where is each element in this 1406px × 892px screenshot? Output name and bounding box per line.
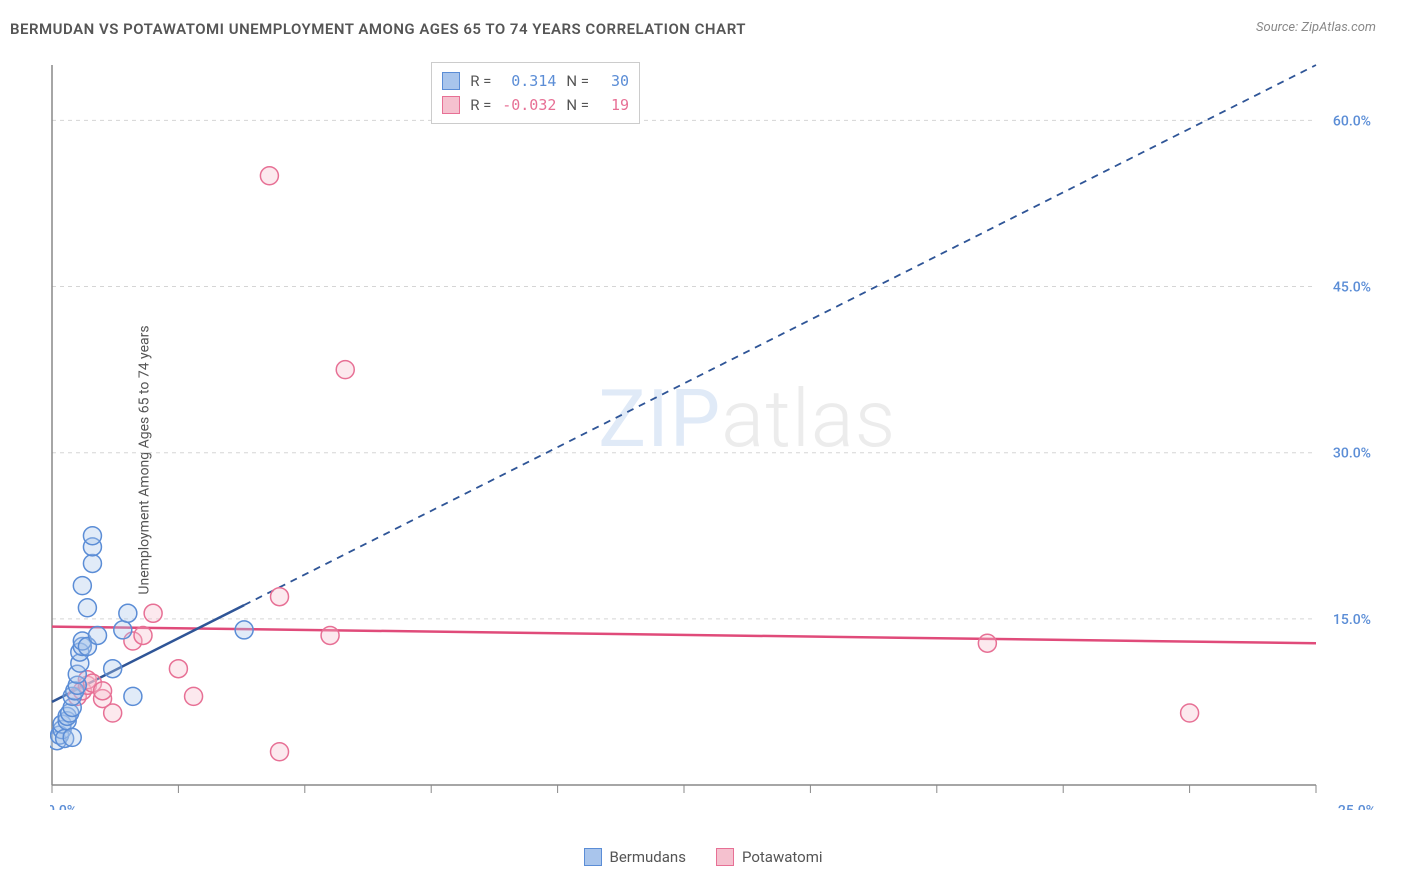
r-value: -0.032 <box>501 93 556 117</box>
n-value: 30 <box>599 69 629 93</box>
swatch-icon <box>442 96 460 114</box>
r-label: R = <box>470 69 491 93</box>
n-value: 19 <box>599 93 629 117</box>
svg-text:60.0%: 60.0% <box>1333 113 1371 129</box>
legend-item-bermudans: Bermudans <box>584 848 686 866</box>
svg-text:30.0%: 30.0% <box>1333 446 1371 462</box>
stats-row-potawatomi: R = -0.032 N = 19 <box>442 93 629 117</box>
swatch-icon <box>584 848 602 866</box>
chart-container: Unemployment Among Ages 65 to 74 years 1… <box>0 50 1406 870</box>
svg-text:15.0%: 15.0% <box>1333 612 1371 628</box>
svg-text:0.0%: 0.0% <box>50 803 77 810</box>
correlation-stats-box: R = 0.314 N = 30 R = -0.032 N = 19 <box>431 62 640 124</box>
svg-text:25.0%: 25.0% <box>1338 803 1376 810</box>
r-value: 0.314 <box>501 69 556 93</box>
chart-title: BERMUDAN VS POTAWATOMI UNEMPLOYMENT AMON… <box>10 20 746 38</box>
source-label: Source: ZipAtlas.com <box>1256 20 1376 35</box>
svg-text:ZIPatlas: ZIPatlas <box>598 372 896 466</box>
stats-row-bermudans: R = 0.314 N = 30 <box>442 69 629 93</box>
swatch-icon <box>442 72 460 90</box>
plot-area: 15.0% 30.0% 45.0% 60.0% 0.0% 25.0% ZIPatlas R … <box>50 60 1386 810</box>
series-legend: Bermudans Potawatomi <box>0 848 1406 870</box>
svg-text:45.0%: 45.0% <box>1333 280 1371 296</box>
scatter-plot: 15.0% 30.0% 45.0% 60.0% 0.0% 25.0% ZIPatlas <box>50 60 1386 810</box>
legend-label: Bermudans <box>610 848 686 866</box>
n-label: N = <box>566 93 589 117</box>
n-label: N = <box>566 69 589 93</box>
r-label: R = <box>470 93 491 117</box>
legend-item-potawatomi: Potawatomi <box>716 848 823 866</box>
swatch-icon <box>716 848 734 866</box>
legend-label: Potawatomi <box>742 848 823 866</box>
